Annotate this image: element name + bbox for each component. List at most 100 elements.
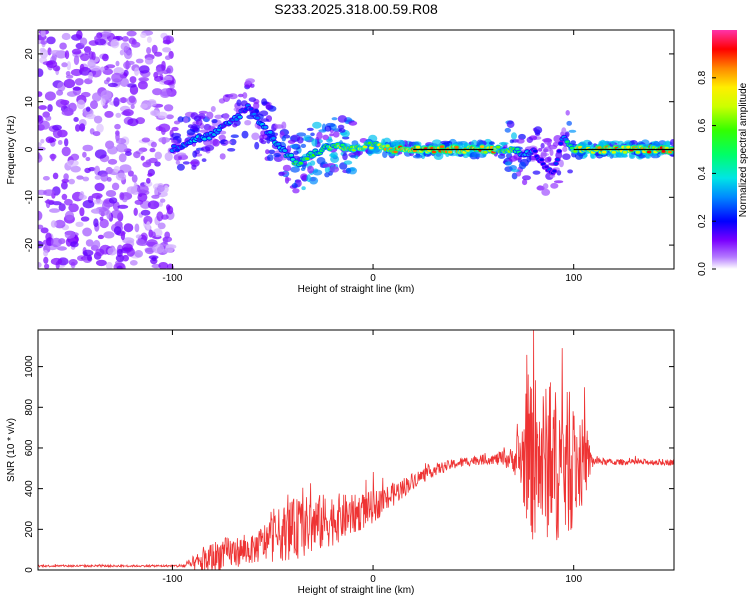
- heatmap-cell: [75, 124, 81, 132]
- y-tick-label: 200: [24, 521, 35, 538]
- heatmap-cell: [50, 220, 57, 228]
- colorbar-tick-label: 0.2: [697, 214, 708, 228]
- colorbar-tick-label: 0.6: [697, 118, 708, 132]
- heatmap-cell: [163, 80, 175, 86]
- heatmap-cell: [44, 199, 55, 204]
- colorbar-label: Normalized spectral amplitude: [738, 82, 749, 217]
- heatmap-cell: [206, 111, 214, 120]
- heatmap-cell: [112, 201, 120, 211]
- y-tick-label: 0: [24, 146, 35, 152]
- heatmap-cell: [74, 78, 84, 86]
- heatmap-cell: [43, 256, 49, 264]
- heatmap-cell: [42, 176, 50, 181]
- heatmap-cell: [87, 254, 92, 262]
- heatmap-cell: [87, 59, 96, 68]
- heatmap-cell: [329, 166, 340, 173]
- heatmap-cell: [102, 68, 114, 75]
- heatmap-cell: [281, 135, 286, 142]
- heatmap-cell: [58, 203, 66, 212]
- heatmap-cell: [192, 150, 198, 158]
- x-tick-label: 0: [370, 574, 376, 585]
- heatmap-cell: [126, 30, 137, 37]
- heatmap-cell: [291, 183, 298, 189]
- heatmap-cell: [305, 157, 310, 161]
- heatmap-cell: [228, 93, 238, 100]
- heatmap-cell: [558, 142, 563, 145]
- y-tick-label: 800: [24, 399, 35, 416]
- heatmap-cell: [64, 230, 76, 239]
- x-tick-label: -100: [162, 273, 182, 284]
- heatmap-cell: [158, 137, 170, 143]
- heatmap-cell: [532, 170, 541, 175]
- heatmap-cell: [195, 118, 203, 127]
- heatmap-cell: [568, 129, 577, 133]
- heatmap-cell: [82, 200, 95, 209]
- heatmap-cell: [102, 53, 109, 62]
- heatmap-cell: [116, 143, 128, 153]
- heatmap-cell: [114, 123, 121, 130]
- heatmap-cell: [119, 97, 128, 103]
- heatmap-cell: [301, 186, 306, 191]
- heatmap-cell: [237, 93, 244, 98]
- heatmap-cell: [163, 104, 174, 112]
- heatmap-cell: [57, 246, 67, 251]
- heatmap-cell: [67, 159, 79, 167]
- heatmap-cell: [134, 250, 143, 258]
- x-tick-label: 0: [370, 273, 376, 284]
- heatmap-cell: [300, 173, 308, 181]
- heatmap-cell: [204, 144, 215, 151]
- heatmap-cell: [223, 112, 230, 121]
- heatmap-cell: [150, 141, 157, 148]
- colorbar-tick-label: 0.0: [697, 262, 708, 276]
- heatmap-cell: [94, 35, 101, 42]
- heatmap-cell: [552, 169, 557, 173]
- spectrogram-x-axis-label: Height of straight line (km): [298, 284, 415, 295]
- heatmap-cell: [110, 39, 120, 49]
- heatmap-cell: [137, 184, 149, 194]
- heatmap-cell: [229, 138, 237, 146]
- heatmap-cell: [544, 157, 552, 163]
- heatmap-cell: [130, 104, 135, 110]
- heatmap-cell: [38, 115, 44, 124]
- heatmap-cell: [38, 224, 44, 230]
- heatmap-cell: [158, 262, 169, 269]
- heatmap-cell: [156, 185, 165, 192]
- heatmap-cell: [289, 153, 294, 157]
- heatmap-cell: [329, 153, 336, 158]
- heatmap-cell: [480, 145, 485, 149]
- heatmap-cell: [133, 182, 138, 192]
- heatmap-cell: [549, 149, 554, 156]
- heatmap-cell: [307, 165, 314, 174]
- heatmap-cell: [38, 91, 43, 97]
- heatmap-cell: [146, 100, 157, 107]
- heatmap-cell: [106, 77, 111, 82]
- heatmap-cell: [50, 153, 56, 162]
- heatmap-cell: [104, 110, 114, 118]
- heatmap-cell: [44, 263, 50, 269]
- heatmap-cell: [324, 125, 332, 132]
- heatmap-cell: [289, 144, 299, 149]
- heatmap-cell: [43, 249, 49, 257]
- heatmap-cell: [296, 132, 307, 137]
- heatmap-cell: [343, 160, 353, 165]
- heatmap-cell: [82, 151, 87, 158]
- spectrogram-y-axis-label: Frequency (Hz): [6, 116, 17, 185]
- heatmap-cell: [38, 154, 43, 163]
- heatmap-cell: [392, 139, 399, 147]
- heatmap-cell: [115, 172, 127, 181]
- y-tick-label: 600: [24, 439, 35, 456]
- heatmap-cell: [63, 173, 69, 181]
- heatmap-cell: [165, 114, 174, 120]
- heatmap-cell: [214, 114, 223, 120]
- heatmap-cell: [134, 67, 140, 76]
- heatmap-cell: [506, 120, 515, 128]
- heatmap-cell: [298, 161, 303, 165]
- colorbar: 0.0 0.2 0.4 0.6 0.8 Normalized spectral ampl…: [697, 30, 749, 276]
- heatmap-cell: [57, 140, 63, 145]
- heatmap-cell: [171, 144, 177, 148]
- heatmap-cell: [166, 204, 171, 211]
- heatmap-cell: [113, 165, 121, 173]
- heatmap-cell: [124, 151, 132, 157]
- heatmap-cell: [80, 37, 88, 46]
- heatmap-cell: [558, 159, 564, 168]
